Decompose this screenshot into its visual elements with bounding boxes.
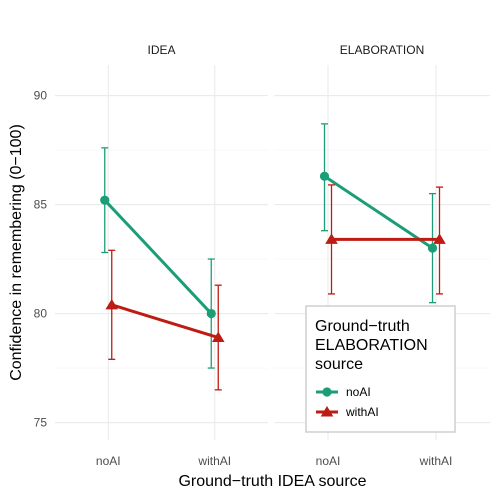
series-layer — [100, 123, 446, 391]
legend-key-marker — [322, 387, 332, 397]
y-tick-label: 85 — [34, 198, 48, 212]
x-tick-label: withAI — [419, 454, 453, 468]
data-point — [105, 298, 119, 310]
x-axis-title: Ground−truth IDEA source — [178, 473, 366, 490]
y-tick-label: 90 — [34, 89, 48, 103]
x-tick-label: noAI — [316, 454, 341, 468]
series-line — [323, 174, 434, 250]
legend-key-marker — [320, 406, 334, 417]
data-point — [325, 233, 338, 244]
x-tick-label: noAI — [96, 454, 121, 468]
legend-key-noAI — [316, 387, 338, 397]
series-noAI-idea — [100, 147, 216, 369]
facet-strip-labels: IDEA ELABORATION — [147, 43, 424, 57]
x-tick-label: withAI — [197, 454, 231, 468]
tick-labels: 75 80 85 90 noAI withAI noAI withAI — [34, 89, 453, 468]
legend-title-line: Ground−truth — [315, 318, 410, 335]
series-line — [103, 199, 213, 315]
series-withAI-idea — [105, 249, 225, 391]
y-tick-label: 80 — [34, 307, 48, 321]
legend-label-noai: noAI — [346, 385, 371, 399]
data-point — [433, 233, 446, 244]
y-tick-label: 75 — [34, 416, 48, 430]
data-point — [100, 195, 110, 205]
data-point — [211, 331, 225, 343]
legend-keys — [316, 387, 338, 417]
data-point — [319, 171, 330, 181]
legend-title-line: source — [315, 356, 363, 373]
y-axis-title: Confidence in remembering (0−100) — [8, 124, 25, 381]
legend-label-withai: withAI — [345, 405, 379, 419]
data-point — [427, 243, 438, 253]
legend: Ground−truth ELABORATION source noAI wit… — [305, 305, 456, 433]
legend-key-withAI — [316, 406, 338, 417]
facet-label-idea: IDEA — [147, 43, 175, 57]
legend-title-line: ELABORATION — [315, 337, 428, 354]
series-line — [111, 303, 219, 339]
data-point — [206, 308, 216, 319]
facet-label-elaboration: ELABORATION — [340, 43, 424, 57]
series-noAI-elaboration — [319, 123, 438, 304]
series-withAI-elaboration — [325, 184, 446, 295]
